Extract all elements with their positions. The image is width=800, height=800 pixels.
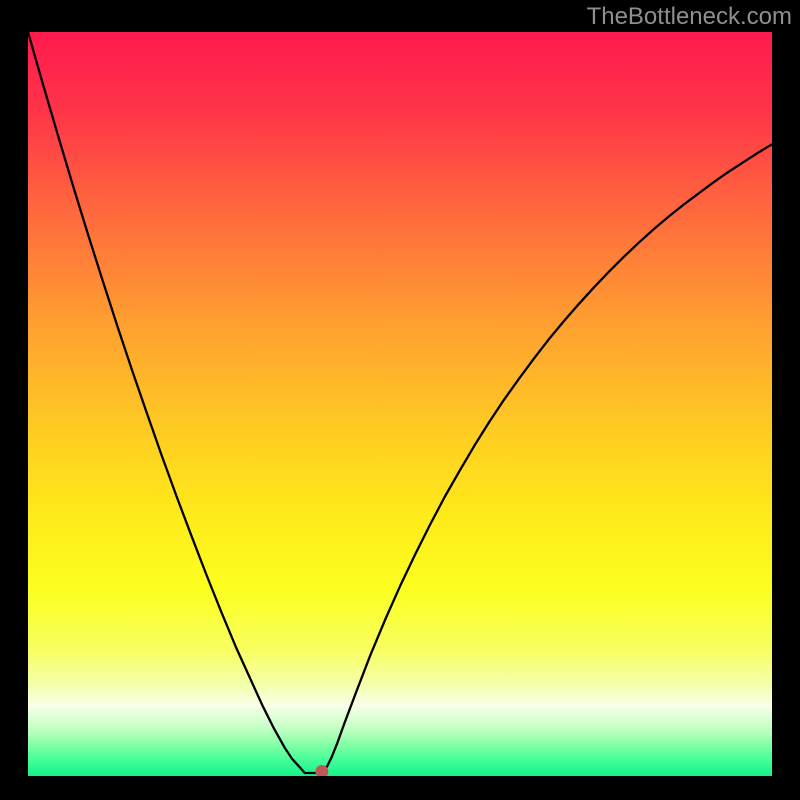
plot-background-gradient [28, 32, 772, 776]
bottleneck-chart: TheBottleneck.com [0, 0, 800, 800]
watermark: TheBottleneck.com [587, 3, 792, 30]
chart-container: TheBottleneck.com [0, 0, 800, 800]
